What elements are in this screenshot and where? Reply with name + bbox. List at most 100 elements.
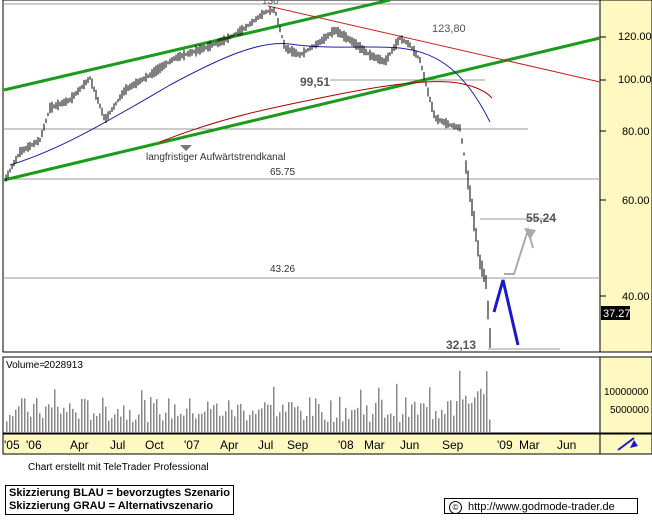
volume-bar: [45, 406, 47, 432]
volume-bar: [243, 410, 245, 432]
volume-bar: [261, 408, 263, 432]
volume-bar: [474, 397, 476, 432]
x-label-jun-08: Jun: [400, 438, 419, 452]
y-tick-60: 60.00: [622, 195, 650, 207]
volume-bar: [141, 390, 143, 432]
copyright-icon: ©: [449, 500, 462, 514]
x-label-jul-06: Jul: [110, 438, 125, 452]
volume-bar: [171, 418, 173, 432]
label-43: 43.26: [270, 264, 295, 275]
volume-bar: [234, 416, 236, 432]
volume-bar: [210, 409, 212, 432]
volume-bar: [231, 409, 233, 432]
volume-bar: [237, 404, 239, 432]
trend-red-down: [267, 5, 601, 83]
scenario-grey-label: Skizzierung GRAU = Alternativszenario: [9, 500, 214, 512]
volume-bar: [222, 415, 224, 432]
y-tick-120: 120.00: [618, 31, 652, 43]
volume-bar: [246, 420, 248, 432]
volume-bar: [159, 414, 161, 432]
volume-bar: [48, 404, 50, 432]
chart-credit: Chart erstellt mit TeleTrader Profession…: [28, 462, 209, 473]
volume-bar: [267, 404, 269, 432]
volume-bar: [189, 398, 191, 432]
volume-bar: [420, 403, 422, 432]
volume-bar: [348, 419, 350, 432]
y-tick-80: 80.00: [622, 126, 650, 138]
x-label-oct-06: Oct: [145, 438, 164, 452]
current-price-badge: [601, 306, 630, 320]
volume-bar: [312, 415, 314, 432]
volume-bar: [15, 409, 17, 432]
volume-bar: [309, 397, 311, 432]
volume-bar: [426, 407, 428, 432]
volume-bar: [315, 398, 317, 432]
volume-bar: [306, 416, 308, 432]
volume-axis-panel: [599, 356, 652, 434]
volume-bar: [264, 402, 266, 432]
volume-bar: [207, 401, 209, 432]
x-label-05: '05: [4, 438, 20, 452]
copyright-box[interactable]: © http://www.godmode-trader.de: [444, 498, 638, 514]
volume-bar: [27, 411, 29, 432]
volume-bar: [186, 408, 188, 432]
level-lines: [3, 3, 600, 350]
volume-bar: [135, 419, 137, 432]
volume-bar: [480, 388, 482, 432]
volume-bar: [327, 421, 329, 432]
volume-bar: [177, 415, 179, 432]
volume-bar: [486, 371, 488, 432]
volume-bar: [132, 421, 134, 432]
volume-bar: [150, 397, 152, 432]
volume-bar: [93, 413, 95, 432]
draw-tool-icon[interactable]: [617, 437, 638, 451]
trend-upper-green: [3, 0, 391, 92]
volume-bar: [252, 410, 254, 432]
x-label-jul-07: Jul: [258, 438, 273, 452]
volume-bar: [81, 398, 83, 432]
volume-bar: [438, 418, 440, 432]
volume-title-value: 2028913: [44, 360, 83, 371]
y-tick-100: 100.00: [618, 74, 652, 86]
price-bars: [5, 7, 491, 348]
volume-bar: [144, 400, 146, 432]
volume-bar: [24, 398, 26, 432]
scenario-blue-label: Skizzierung BLAU = bevorzugtes Szenario: [9, 487, 230, 499]
trend-channel-pointer-icon: [180, 145, 192, 151]
current-price-label: 37.27: [603, 308, 631, 320]
volume-bar: [213, 405, 215, 432]
trend-lower-green: [3, 36, 601, 182]
label-65: 65.75: [270, 167, 295, 178]
volume-bar: [120, 416, 122, 432]
volume-bar: [54, 389, 56, 432]
copyright-link[interactable]: http://www.godmode-trader.de: [468, 501, 615, 513]
volume-bar: [336, 417, 338, 432]
volume-bar: [342, 421, 344, 432]
volume-bar: [6, 421, 8, 432]
volume-bar: [105, 406, 107, 432]
volume-bar: [69, 403, 71, 432]
volume-bar: [477, 391, 479, 432]
volume-bar: [156, 399, 158, 432]
moving-average-blue: [9, 42, 491, 166]
volume-bar: [402, 414, 404, 432]
volume-bar: [483, 394, 485, 432]
volume-bar: [411, 404, 413, 432]
volume-bar: [339, 397, 341, 432]
volume-bar: [399, 422, 401, 432]
volume-bar: [429, 387, 431, 432]
volume-bar: [273, 387, 275, 432]
volume-bar: [201, 413, 203, 432]
volume-bar: [444, 414, 446, 432]
x-label-08: '08: [338, 438, 354, 452]
volume-title-prefix: Volume=: [6, 360, 45, 371]
volume-bar: [393, 415, 395, 432]
volume-bar: [351, 410, 353, 432]
volume-tick-5m: 5000000: [610, 405, 649, 416]
volume-bar: [447, 401, 449, 432]
volume-bar: [435, 411, 437, 432]
volume-bar: [9, 415, 11, 432]
volume-bar: [384, 417, 386, 432]
volume-bar: [111, 418, 113, 432]
volume-bar: [288, 402, 290, 432]
